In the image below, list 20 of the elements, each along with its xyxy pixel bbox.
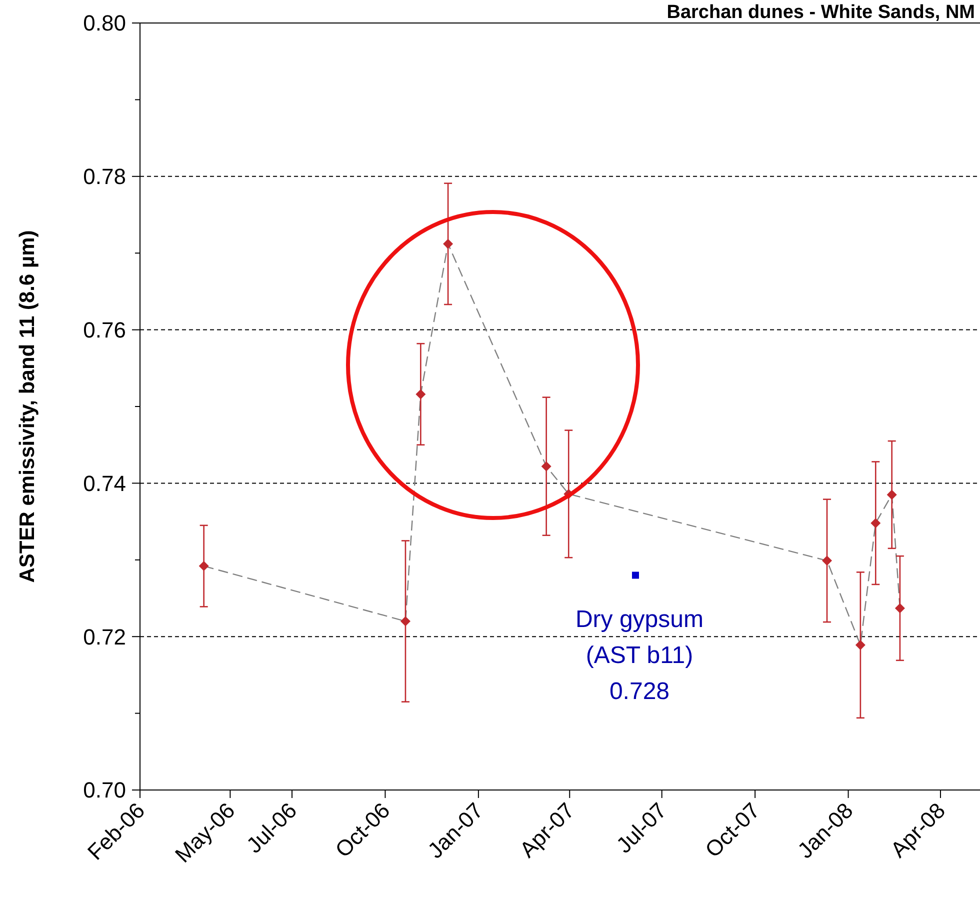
point: [416, 389, 426, 400]
y-tick-label: 0.72: [83, 624, 126, 650]
point: [855, 640, 866, 650]
y-tick-label: 0.76: [83, 318, 126, 342]
y-tick-label: 0.70: [83, 778, 126, 803]
point: [894, 603, 905, 614]
y-tick-label: 0.78: [83, 164, 126, 190]
y-axis-title: ASTER emissivity, band 11 (8.6 µm): [16, 230, 39, 583]
y-tick-label: 0.80: [83, 10, 126, 36]
point: [541, 461, 552, 472]
point: [822, 556, 832, 566]
y-tick-label: 0.74: [83, 470, 126, 496]
point: [198, 561, 209, 572]
point: [870, 518, 881, 528]
point: [886, 490, 897, 500]
point: [632, 572, 639, 579]
point: [443, 238, 454, 249]
chart-title: Barchan dunes - White Sands, NM: [666, 2, 975, 23]
annotation: Dry gypsum (AST b11) 0.728: [575, 606, 704, 706]
point: [400, 616, 410, 626]
